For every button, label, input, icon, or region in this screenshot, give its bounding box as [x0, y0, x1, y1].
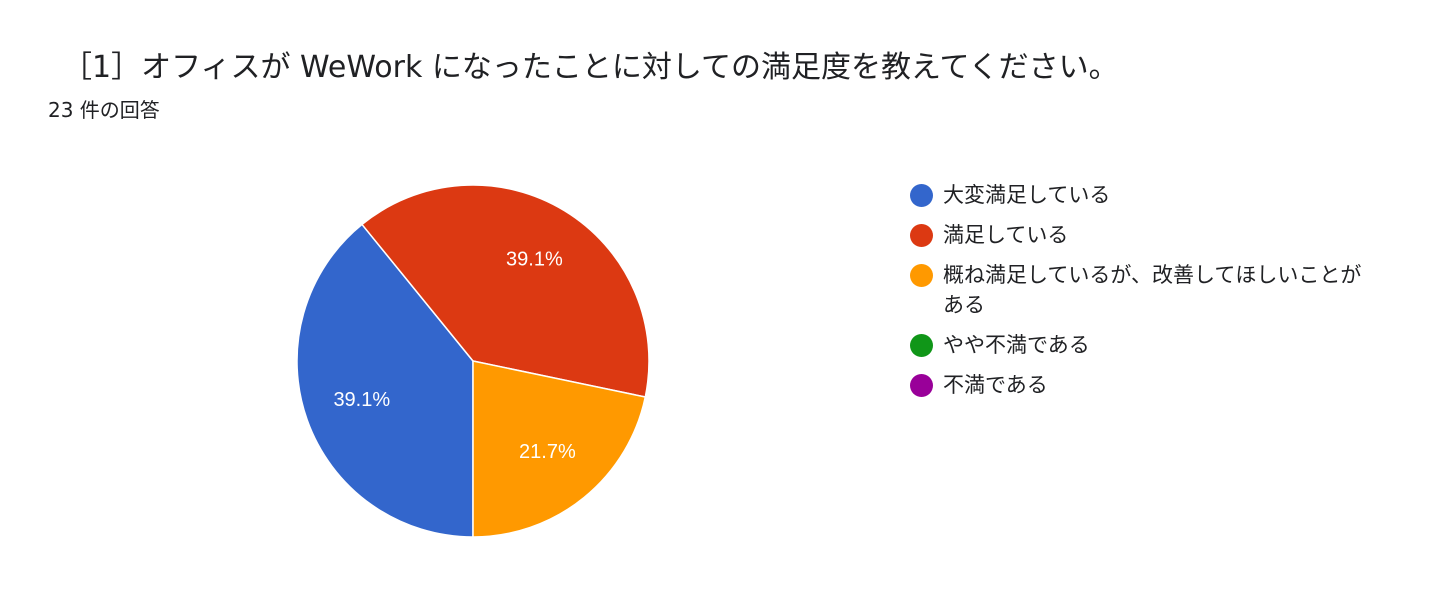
legend-item-2[interactable]: 概ね満足しているが、改善してほしいことがある [910, 260, 1390, 320]
legend-label-1: 満足している [943, 223, 1069, 247]
legend-item-1[interactable]: 満足している [910, 220, 1390, 250]
response-count: 23 件の回答 [48, 98, 160, 122]
legend-swatch-4 [910, 374, 933, 397]
pie-slice-label-2: 21.7% [519, 441, 576, 463]
chart-title: ［1］オフィスが WeWork になったことに対しての満足度を教えてください。 [62, 50, 1119, 85]
legend-item-3[interactable]: やや不満である [910, 330, 1390, 360]
legend-label-2: 概ね満足しているが、改善してほしいことがある [943, 263, 1362, 317]
pie-slice-label-0: 39.1% [333, 389, 390, 411]
legend-label-0: 大変満足している [943, 183, 1111, 207]
chart-legend: 大変満足している 満足している概ね満足しているが、改善してほしいことがあるやや不満… [910, 180, 1390, 410]
legend-label-4: 不満である [943, 373, 1048, 397]
pie-slice-2[interactable] [472, 360, 647, 538]
pie-slice-0[interactable] [296, 223, 474, 538]
pie-slice-label-1: 39.1% [506, 249, 563, 271]
legend-swatch-1 [910, 224, 933, 247]
legend-item-0[interactable]: 大変満足している [910, 180, 1390, 210]
legend-swatch-0 [910, 184, 933, 207]
legend-item-4[interactable]: 不満である [910, 370, 1390, 400]
legend-label-3: やや不満である [943, 333, 1090, 357]
legend-swatch-2 [910, 264, 933, 287]
pie-slice-1[interactable] [360, 184, 650, 398]
legend-swatch-3 [910, 334, 933, 357]
